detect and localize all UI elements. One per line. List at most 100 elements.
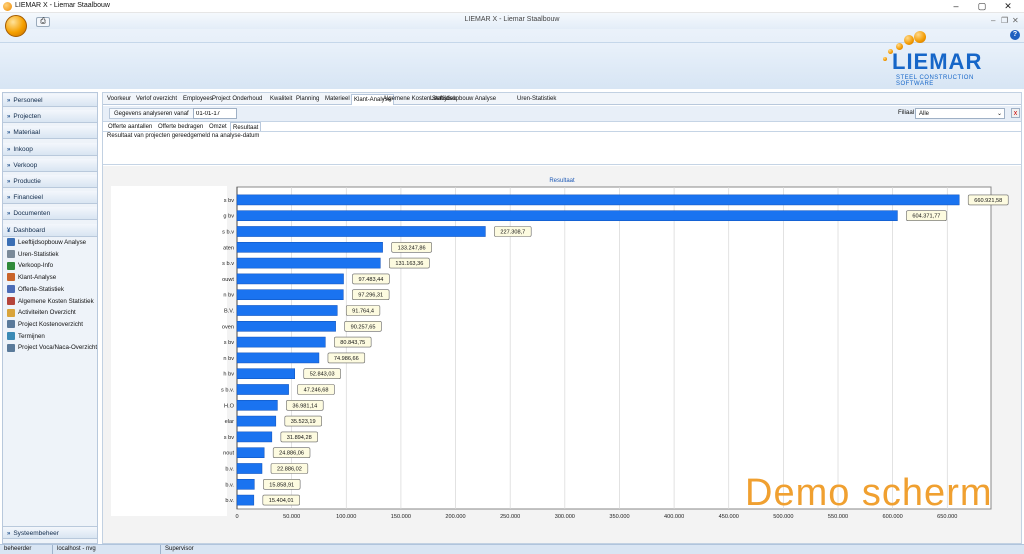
x-tick-label: 0 xyxy=(235,514,238,520)
close-tab-button[interactable]: x xyxy=(1011,108,1020,118)
bar xyxy=(236,226,486,237)
tab-materieel[interactable]: Materieel xyxy=(325,96,350,102)
app-icon xyxy=(3,2,12,11)
filiaal-select[interactable]: Alle ⌄ xyxy=(915,108,1005,119)
y-category-label: H.O xyxy=(224,403,235,409)
sidebar-section-verkoop[interactable]: » Verkoop xyxy=(3,158,97,172)
sidebar-section-label: Productie xyxy=(13,178,41,185)
subtab-resultaat[interactable]: Resultaat xyxy=(230,122,262,132)
y-category-label: s b.v. xyxy=(221,388,234,394)
inner-close-button[interactable]: ✕ xyxy=(1012,16,1019,25)
inner-restore-button[interactable]: ❐ xyxy=(1001,16,1009,25)
x-tick-label: 600.000 xyxy=(883,514,903,520)
data-label: 90.257,65 xyxy=(351,324,376,330)
dashboard-item-label: Activiteiten Overzicht xyxy=(18,309,76,317)
chart-title: Resultaat xyxy=(549,178,575,184)
inner-minimize-button[interactable]: – xyxy=(991,16,996,25)
liemar-logo: LIEMAR STEEL CONSTRUCTION SOFTWARE xyxy=(874,31,1002,87)
tab-klant-analyse[interactable]: Klant-Analyse xyxy=(351,94,395,105)
data-label-box xyxy=(297,384,335,395)
dashboard-item[interactable]: Offerte-Statistiek xyxy=(7,284,64,295)
filiaal-select-value: Alle xyxy=(919,111,930,117)
x-tick-label: 400.000 xyxy=(664,514,684,520)
data-label-box xyxy=(270,463,309,474)
status-user: beheerder xyxy=(4,546,32,552)
sidebar-section-materiaal[interactable]: » Materiaal xyxy=(3,126,97,140)
sidebar-section-label: Financieel xyxy=(13,194,43,202)
maximize-button[interactable]: ▢ xyxy=(977,1,987,11)
data-label: 22.886,02 xyxy=(277,467,302,473)
tab-leeftijdsopbouw-analyse[interactable]: Leeftijdsopbouw Analyse xyxy=(430,96,497,102)
tab-project-onderhoud[interactable]: Project Onderhoud xyxy=(212,96,263,102)
dashboard-item[interactable]: Algemene Kosten Statistiek xyxy=(7,296,94,307)
tab-kwaliteit[interactable]: Kwaliteit xyxy=(270,96,293,102)
ribbon: LIEMAR X - Liemar Staalbouw ⎙ – ❐ ✕ ? xyxy=(0,13,1024,89)
tab-uren-statistiek[interactable]: Uren-Statistiek xyxy=(517,96,557,102)
tab-algemene-kosten-statistiek[interactable]: Algemene Kosten Statistiek xyxy=(383,96,457,102)
data-label-box xyxy=(334,336,372,348)
minimize-button[interactable]: – xyxy=(953,1,959,11)
data-label-box xyxy=(352,289,390,300)
data-label: 24.886,06 xyxy=(279,451,304,457)
sidebar-section-dashboard[interactable]: ¥ Dashboard xyxy=(3,223,97,237)
status-role: Supervisor xyxy=(165,546,194,552)
data-label: 52.843,03 xyxy=(310,372,335,378)
y-category-label: b.v. xyxy=(225,498,234,504)
help-icon[interactable]: ? xyxy=(1010,30,1020,40)
sidebar-section-financieel[interactable]: » Financieel xyxy=(3,191,97,205)
sidebar-section-productie[interactable]: » Productie xyxy=(3,175,97,188)
data-label-box xyxy=(286,400,324,411)
title-bar: LIEMAR X - Liemar Staalbouw – ▢ ✕ xyxy=(0,0,1024,13)
dashboard-item-label: Uren-Statistiek xyxy=(18,250,59,258)
analyse-date-input[interactable] xyxy=(193,108,237,119)
dashboard-item[interactable]: Uren-Statistiek xyxy=(7,249,59,260)
tab-planning[interactable]: Planning xyxy=(296,96,320,102)
double-chevron-right-icon: » xyxy=(7,195,11,202)
dashboard-item-label: Project Kostenoverzicht xyxy=(18,320,83,328)
sidebar-section-projecten[interactable]: » Projecten xyxy=(3,110,97,124)
tab-verlof-overzicht[interactable]: Verlof overzicht xyxy=(136,96,178,102)
print-icon[interactable]: ⎙ xyxy=(36,17,50,27)
dashboard-item[interactable]: Activiteiten Overzicht xyxy=(7,307,76,318)
sidebar-section-inkoop[interactable]: » Inkoop xyxy=(3,142,97,156)
dashboard-item[interactable]: Klant-Analyse xyxy=(7,272,56,283)
activity-icon xyxy=(7,308,15,317)
x-tick-label: 150.000 xyxy=(391,514,411,520)
bar xyxy=(236,415,277,427)
x-tick-label: 50.000 xyxy=(283,514,300,520)
dashboard-item[interactable]: Verkoop-Info xyxy=(7,260,53,271)
y-category-label: oven xyxy=(222,324,234,330)
subtab-offerte-aantallen[interactable]: Offerte aantallen xyxy=(108,124,153,130)
dashboard-item[interactable]: Termijnen xyxy=(7,331,45,342)
dashboard-item-label: Leeftijdsopbouw Analyse xyxy=(18,239,87,246)
subtab-offerte-bedragen[interactable]: Offerte bedragen xyxy=(158,124,204,130)
sidebar-section-systeembeheer[interactable]: » Systeembeheer xyxy=(3,526,97,539)
close-button[interactable]: ✕ xyxy=(1004,1,1012,11)
logo-ball xyxy=(883,57,887,61)
chart-category-panel xyxy=(111,186,227,516)
data-label-box xyxy=(327,352,366,364)
data-label: 97.483,44 xyxy=(358,277,383,283)
sidebar-section-personeel[interactable]: » Personeel xyxy=(3,94,97,107)
tab-employees[interactable]: Employees xyxy=(183,96,213,102)
logo-ball xyxy=(896,43,903,50)
bar xyxy=(236,210,898,222)
sidebar-section-label: Materiaal xyxy=(13,129,41,137)
dashboard-item[interactable]: Leeftijdsopbouw Analyse xyxy=(7,237,86,248)
window-title: LIEMAR X - Liemar Staalbouw xyxy=(15,2,110,9)
logo-ball xyxy=(904,35,914,45)
application-orb-button[interactable] xyxy=(5,15,27,37)
sidebar-section-documenten[interactable]: » Documenten xyxy=(3,207,97,221)
x-tick-label: 500.000 xyxy=(773,514,793,520)
dashboard-item[interactable]: Project Kostenoverzicht xyxy=(7,319,83,330)
data-label: 47.246,68 xyxy=(304,388,329,394)
status-bar: beheerder localhost - nvg Supervisor xyxy=(0,544,1024,554)
subtab-omzet[interactable]: Omzet xyxy=(209,124,227,130)
dashboard-item[interactable]: Project Voca/Naca-Overzicht xyxy=(7,342,97,353)
data-label-box xyxy=(344,321,382,332)
filter-row: Gegevens analyseren vanaf Filiaal Alle ⌄… xyxy=(103,106,1021,122)
chart-area: Resultaat 0 50.000 100.000 150.000 200.000 25… xyxy=(103,166,1021,543)
data-label: 97.296,31 xyxy=(358,293,383,299)
tab-voorkeur[interactable]: Voorkeur xyxy=(107,96,132,102)
bar xyxy=(236,494,255,506)
